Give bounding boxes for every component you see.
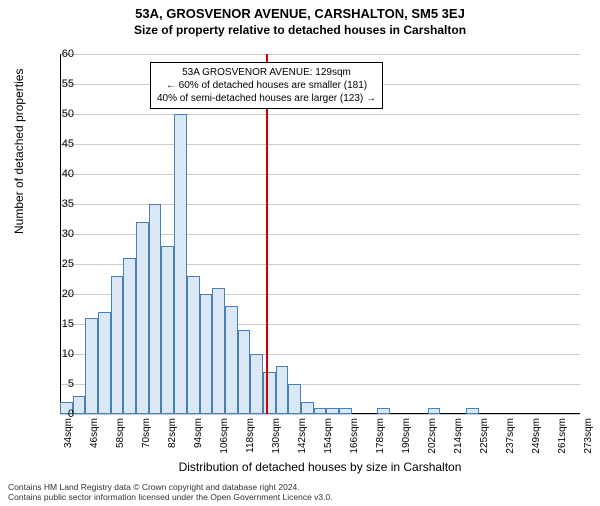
y-tick-label: 10	[44, 348, 74, 360]
x-tick-label: 94sqm	[193, 418, 204, 448]
histogram-bar	[428, 408, 441, 414]
x-tick-label: 166sqm	[349, 418, 360, 454]
histogram-bar	[288, 384, 301, 414]
x-tick-label: 249sqm	[531, 418, 542, 454]
x-tick-label: 273sqm	[583, 418, 594, 454]
histogram-bar	[276, 366, 289, 414]
grid-line	[60, 414, 580, 415]
x-tick-label: 70sqm	[141, 418, 152, 448]
callout-line-1: 53A GROSVENOR AVENUE: 129sqm	[157, 66, 376, 79]
credits-line-2: Contains public sector information licen…	[8, 492, 333, 502]
x-tick-label: 58sqm	[115, 418, 126, 448]
y-tick-label: 40	[44, 168, 74, 180]
histogram-bar	[466, 408, 479, 414]
x-tick-label: 214sqm	[453, 418, 464, 454]
histogram-bar	[187, 276, 200, 414]
y-axis-label: Number of detached properties	[12, 69, 26, 234]
y-tick-label: 25	[44, 258, 74, 270]
y-tick-label: 15	[44, 318, 74, 330]
histogram-bar	[174, 114, 187, 414]
histogram-bar	[326, 408, 339, 414]
histogram-bar	[161, 246, 174, 414]
histogram-bar	[136, 222, 149, 414]
histogram-bar	[314, 408, 327, 414]
histogram-bar	[123, 258, 136, 414]
y-tick-label: 60	[44, 48, 74, 60]
x-tick-label: 118sqm	[245, 418, 256, 453]
x-tick-label: 190sqm	[401, 418, 412, 454]
x-tick-label: 261sqm	[557, 418, 568, 454]
x-tick-label: 142sqm	[297, 418, 308, 454]
credits: Contains HM Land Registry data © Crown c…	[8, 482, 333, 502]
credits-line-1: Contains HM Land Registry data © Crown c…	[8, 482, 333, 492]
histogram-bar	[111, 276, 124, 414]
x-tick-label: 237sqm	[505, 418, 516, 454]
x-tick-label: 106sqm	[219, 418, 230, 454]
page-subtitle: Size of property relative to detached ho…	[0, 23, 600, 37]
x-tick-label: 82sqm	[167, 418, 178, 448]
grid-line	[60, 174, 580, 175]
histogram-bar	[85, 318, 98, 414]
y-tick-label: 5	[44, 378, 74, 390]
x-tick-label: 46sqm	[89, 418, 100, 448]
x-tick-label: 34sqm	[63, 418, 74, 448]
y-tick-label: 50	[44, 108, 74, 120]
histogram-bar	[212, 288, 225, 414]
callout-line-3: 40% of semi-detached houses are larger (…	[157, 92, 376, 105]
grid-line	[60, 114, 580, 115]
callout-box: 53A GROSVENOR AVENUE: 129sqm← 60% of det…	[150, 62, 383, 109]
histogram-chart: 53A GROSVENOR AVENUE: 129sqm← 60% of det…	[60, 54, 580, 414]
histogram-bar	[250, 354, 263, 414]
x-tick-label: 130sqm	[271, 418, 282, 454]
histogram-bar	[225, 306, 238, 414]
y-tick-label: 35	[44, 198, 74, 210]
x-tick-label: 154sqm	[323, 418, 334, 454]
histogram-bar	[238, 330, 251, 414]
grid-line	[60, 204, 580, 205]
x-tick-label: 225sqm	[479, 418, 490, 454]
histogram-bar	[98, 312, 111, 414]
x-tick-label: 178sqm	[375, 418, 386, 454]
histogram-bar	[149, 204, 162, 414]
histogram-bar	[377, 408, 390, 414]
histogram-bar	[339, 408, 352, 414]
y-tick-label: 55	[44, 78, 74, 90]
grid-line	[60, 54, 580, 55]
callout-line-2: ← 60% of detached houses are smaller (18…	[157, 79, 376, 92]
grid-line	[60, 144, 580, 145]
y-tick-label: 30	[44, 228, 74, 240]
page-title: 53A, GROSVENOR AVENUE, CARSHALTON, SM5 3…	[0, 6, 600, 21]
y-tick-label: 45	[44, 138, 74, 150]
histogram-bar	[263, 372, 276, 414]
histogram-bar	[200, 294, 213, 414]
histogram-bar	[73, 396, 86, 414]
x-axis-label: Distribution of detached houses by size …	[60, 460, 580, 474]
y-tick-label: 20	[44, 288, 74, 300]
x-tick-label: 202sqm	[427, 418, 438, 454]
histogram-bar	[301, 402, 314, 414]
